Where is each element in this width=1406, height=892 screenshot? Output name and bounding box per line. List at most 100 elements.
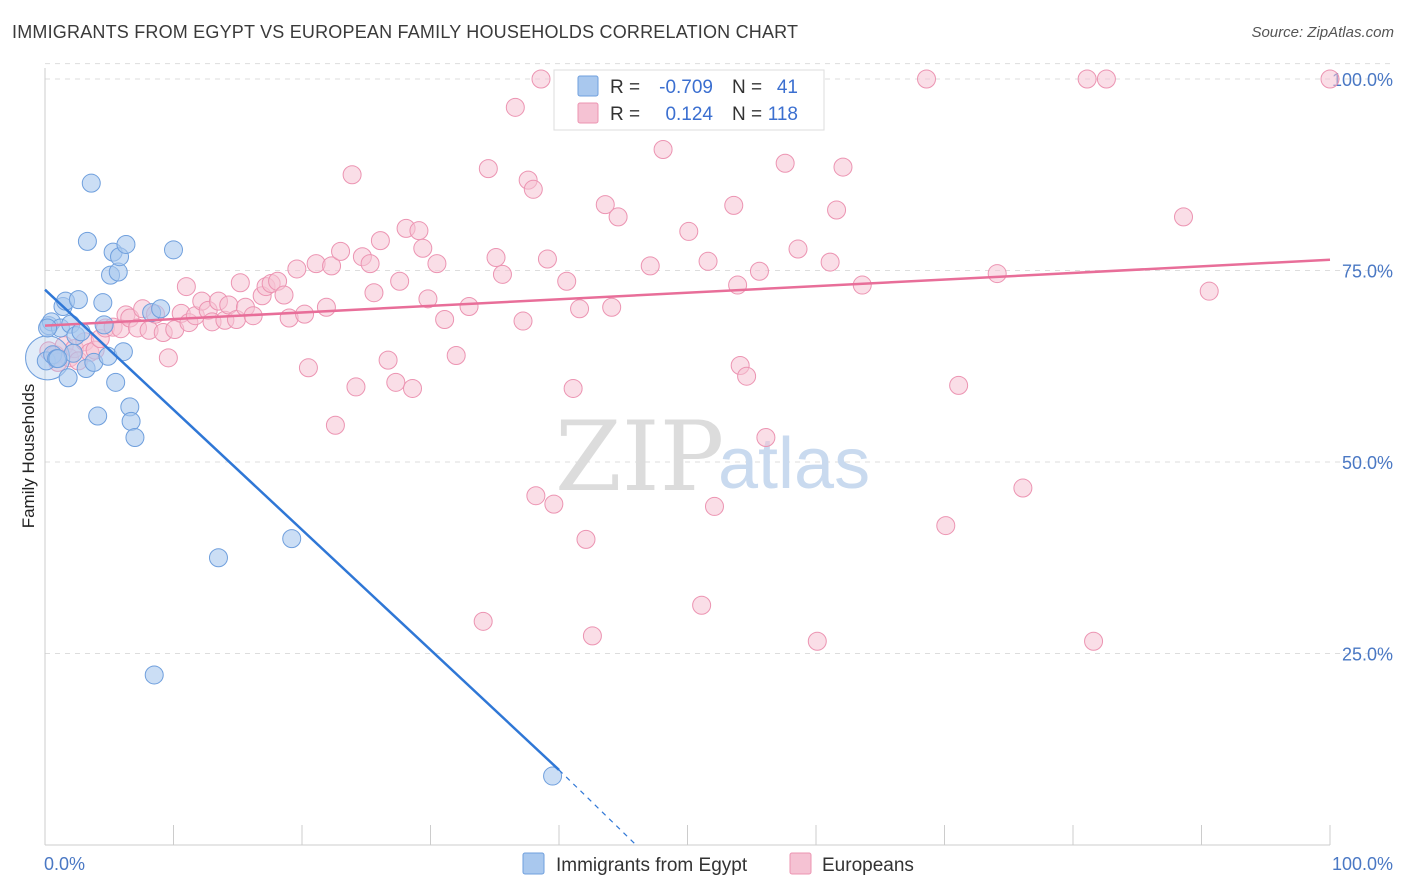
legend-swatch-europeans <box>577 102 599 124</box>
egypt-point <box>58 368 78 388</box>
europeans-point <box>537 249 557 269</box>
legend-r-value-europeans: 0.124 <box>665 104 713 125</box>
europeans-point <box>595 195 615 215</box>
europeans-point <box>1174 207 1194 227</box>
europeans-point <box>473 611 493 631</box>
europeans-point <box>478 159 498 179</box>
watermark-zip: ZIP <box>555 401 724 513</box>
legend-n-label-europeans: N = <box>732 104 762 125</box>
europeans-point <box>523 179 543 199</box>
egypt-point <box>151 299 171 319</box>
egypt-point <box>116 234 136 254</box>
europeans-point <box>544 494 564 514</box>
europeans-point <box>158 348 178 368</box>
europeans-point <box>775 153 795 173</box>
europeans-point <box>427 254 447 274</box>
egypt-point <box>71 322 91 342</box>
egypt-point <box>81 173 101 193</box>
europeans-point <box>513 311 533 331</box>
y-tick-label: 100.0% <box>1332 70 1393 90</box>
series-legend: Immigrants from Egypt Europeans <box>522 852 914 876</box>
europeans-point <box>316 297 336 317</box>
legend-r-label-egypt: R = <box>610 77 640 98</box>
legend-r-label-europeans: R = <box>610 104 640 125</box>
europeans-point <box>820 252 840 272</box>
series-legend-swatch-europeans <box>789 852 812 875</box>
legend-swatch-egypt <box>577 75 599 97</box>
europeans-point <box>949 375 969 395</box>
europeans-point <box>640 256 660 276</box>
watermark-atlas: atlas <box>718 424 870 504</box>
europeans-point <box>403 378 423 398</box>
europeans-point <box>576 529 596 549</box>
europeans-series <box>39 69 1340 651</box>
watermark: ZIP atlas <box>555 401 870 513</box>
egypt-point <box>121 411 141 431</box>
y-tick-label: 25.0% <box>1342 645 1393 665</box>
europeans-point <box>378 350 398 370</box>
egypt-trend-extension <box>558 769 637 846</box>
europeans-point <box>413 238 433 258</box>
europeans-point <box>582 626 602 646</box>
europeans-point <box>1077 69 1097 89</box>
legend-n-value-egypt: 41 <box>777 77 798 98</box>
series-legend-label-egypt: Immigrants from Egypt <box>556 855 748 876</box>
europeans-point <box>364 283 384 303</box>
correlation-legend: R = -0.709 N = 41 R = 0.124 N = 118 <box>553 69 825 131</box>
y-tick-label: 50.0% <box>1342 453 1393 473</box>
europeans-point <box>274 285 294 305</box>
egypt-series <box>25 173 563 786</box>
europeans-point <box>698 251 718 271</box>
egypt-point <box>106 372 126 392</box>
europeans-point <box>435 310 455 330</box>
europeans-point <box>370 231 390 251</box>
europeans-point <box>446 346 466 366</box>
europeans-point <box>360 254 380 274</box>
egypt-point <box>543 766 563 786</box>
egypt-point <box>208 548 228 568</box>
europeans-point <box>531 69 551 89</box>
chart-source: Source: ZipAtlas.com <box>1251 24 1394 41</box>
egypt-point <box>94 315 114 335</box>
europeans-point <box>346 377 366 397</box>
europeans-point <box>833 157 853 177</box>
europeans-point <box>342 165 362 185</box>
europeans-point <box>653 139 673 159</box>
europeans-point <box>390 271 410 291</box>
legend-n-label-egypt: N = <box>732 77 762 98</box>
egypt-point <box>125 427 145 447</box>
egypt-point <box>93 293 113 313</box>
europeans-point <box>1096 69 1116 89</box>
europeans-point <box>418 289 438 309</box>
europeans-point <box>1199 281 1219 301</box>
legend-r-value-egypt: -0.709 <box>659 77 713 98</box>
egypt-point <box>38 318 58 338</box>
egypt-point <box>77 231 97 251</box>
europeans-point <box>287 259 307 279</box>
europeans-point <box>917 69 937 89</box>
x-tick-label-max: 100.0% <box>1332 854 1393 874</box>
trend-lines <box>44 258 1331 846</box>
europeans-point <box>807 631 827 651</box>
europeans-point <box>492 264 512 284</box>
y-axis-title: Family Households <box>19 384 38 529</box>
europeans-point <box>409 221 429 241</box>
europeans-point <box>608 207 628 227</box>
europeans-point <box>679 221 699 241</box>
legend-n-value-europeans: 118 <box>768 104 798 125</box>
europeans-point <box>987 264 1007 284</box>
europeans-point <box>526 486 546 506</box>
europeans-point <box>386 372 406 392</box>
egypt-point <box>88 406 108 426</box>
egypt-point <box>48 349 68 369</box>
europeans-point <box>557 271 577 291</box>
europeans-trend-line <box>44 258 1331 327</box>
europeans-point <box>176 277 196 297</box>
europeans-point <box>756 427 776 447</box>
europeans-point <box>331 241 351 261</box>
correlation-legend-frame <box>553 69 825 131</box>
egypt-point <box>68 290 88 310</box>
egypt-point <box>164 240 183 260</box>
europeans-point <box>602 297 622 317</box>
